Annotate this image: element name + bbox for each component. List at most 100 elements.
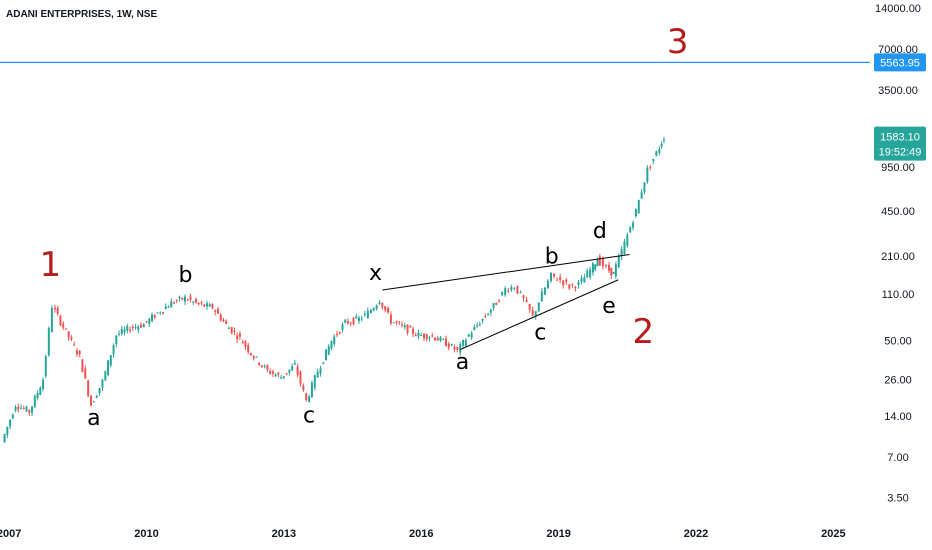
price-candle	[571, 283, 574, 286]
y-tick-label: 7000.00	[878, 44, 918, 56]
price-candle	[39, 387, 42, 395]
chart-title: ADANI ENTERPRISES, 1W, NSE	[6, 9, 158, 20]
price-candle	[504, 288, 507, 296]
price-candle	[129, 329, 132, 332]
price-candle	[238, 333, 241, 337]
price-candle	[495, 302, 498, 306]
price-candle	[414, 335, 417, 337]
price-candle	[637, 199, 640, 214]
price-candle	[401, 324, 404, 326]
price-candle	[652, 158, 655, 161]
price-candle	[392, 322, 395, 324]
price-candle	[489, 309, 492, 313]
price-candle	[269, 371, 272, 374]
price-candle	[252, 356, 255, 359]
price-candle	[378, 302, 381, 305]
price-candle	[255, 356, 258, 358]
price-candle	[148, 318, 151, 325]
price-candle	[543, 287, 546, 295]
price-candle	[470, 333, 473, 338]
price-candle	[498, 300, 501, 302]
price-candle	[453, 346, 456, 350]
price-candle	[450, 344, 453, 346]
price-candle	[214, 310, 217, 312]
y-tick-label: 450.00	[881, 206, 915, 218]
price-candle	[366, 310, 369, 319]
price-candle	[200, 302, 203, 304]
price-candle	[44, 356, 47, 377]
price-candle	[507, 290, 510, 292]
price-candle	[216, 308, 219, 314]
price-candle	[481, 318, 484, 321]
price-candle	[120, 328, 123, 334]
price-candle	[660, 143, 663, 147]
price-candle	[398, 322, 401, 324]
price-candle	[487, 314, 490, 316]
price-candle	[434, 337, 436, 341]
price-candle	[341, 324, 344, 330]
price-candle	[395, 321, 398, 323]
price-candle	[591, 263, 594, 273]
x-axis: 2007 2010 2013 2016 2019 2022 2025	[0, 528, 846, 540]
price-candle	[95, 395, 98, 398]
price-candle	[327, 346, 330, 355]
price-candle	[288, 369, 291, 373]
countdown-tag-text: 19:52:49	[879, 147, 922, 159]
price-candle	[646, 167, 649, 182]
price-candle	[22, 407, 25, 409]
price-candle	[98, 387, 101, 394]
price-candle	[64, 328, 67, 330]
price-candle	[412, 328, 415, 334]
price-candle	[56, 308, 59, 314]
price-candle	[159, 312, 162, 314]
price-candle	[17, 406, 20, 410]
price-candle	[534, 311, 537, 317]
price-candle	[369, 310, 372, 314]
price-candle	[211, 304, 214, 309]
price-candle	[137, 326, 140, 330]
price-candle	[431, 335, 434, 337]
price-candle	[277, 372, 280, 375]
price-candle	[336, 333, 339, 335]
price-candle	[70, 337, 73, 340]
x-tick-label: 2007	[0, 528, 21, 540]
price-candle	[230, 326, 233, 334]
price-candle	[84, 368, 87, 379]
trend-line-2	[459, 279, 619, 351]
price-candle	[222, 319, 225, 322]
price-candle	[528, 303, 531, 310]
price-candle	[484, 316, 487, 318]
price-candle	[492, 303, 495, 308]
price-candle	[546, 280, 549, 289]
price-candle	[363, 313, 366, 315]
price-candle	[403, 325, 406, 328]
price-candle	[406, 324, 409, 333]
x-tick-label: 2019	[546, 528, 570, 540]
y-tick-label: 3.50	[887, 493, 908, 505]
price-candle	[372, 308, 375, 311]
price-candle	[186, 299, 189, 301]
y-tick-label: 14000.00	[875, 3, 921, 15]
price-candle	[296, 366, 299, 375]
price-candle	[271, 371, 274, 374]
price-candle	[178, 296, 181, 299]
price-candle	[655, 151, 658, 156]
price-candle	[316, 371, 319, 378]
price-candle	[112, 345, 115, 355]
price-candle	[501, 291, 504, 296]
price-candle	[442, 339, 445, 341]
price-candle	[249, 353, 252, 356]
price-candle	[352, 318, 355, 325]
hline-price-tag-text: 5563.95	[880, 57, 920, 69]
price-candle	[586, 270, 589, 278]
price-candle	[233, 330, 236, 332]
price-candle	[643, 182, 646, 192]
price-candle	[325, 349, 328, 361]
price-candle	[118, 333, 121, 335]
price-candle	[208, 304, 211, 307]
price-candle	[360, 318, 363, 320]
wave-label-6: b	[545, 244, 559, 269]
price-candle	[236, 335, 239, 340]
trend-line-1	[382, 254, 630, 291]
